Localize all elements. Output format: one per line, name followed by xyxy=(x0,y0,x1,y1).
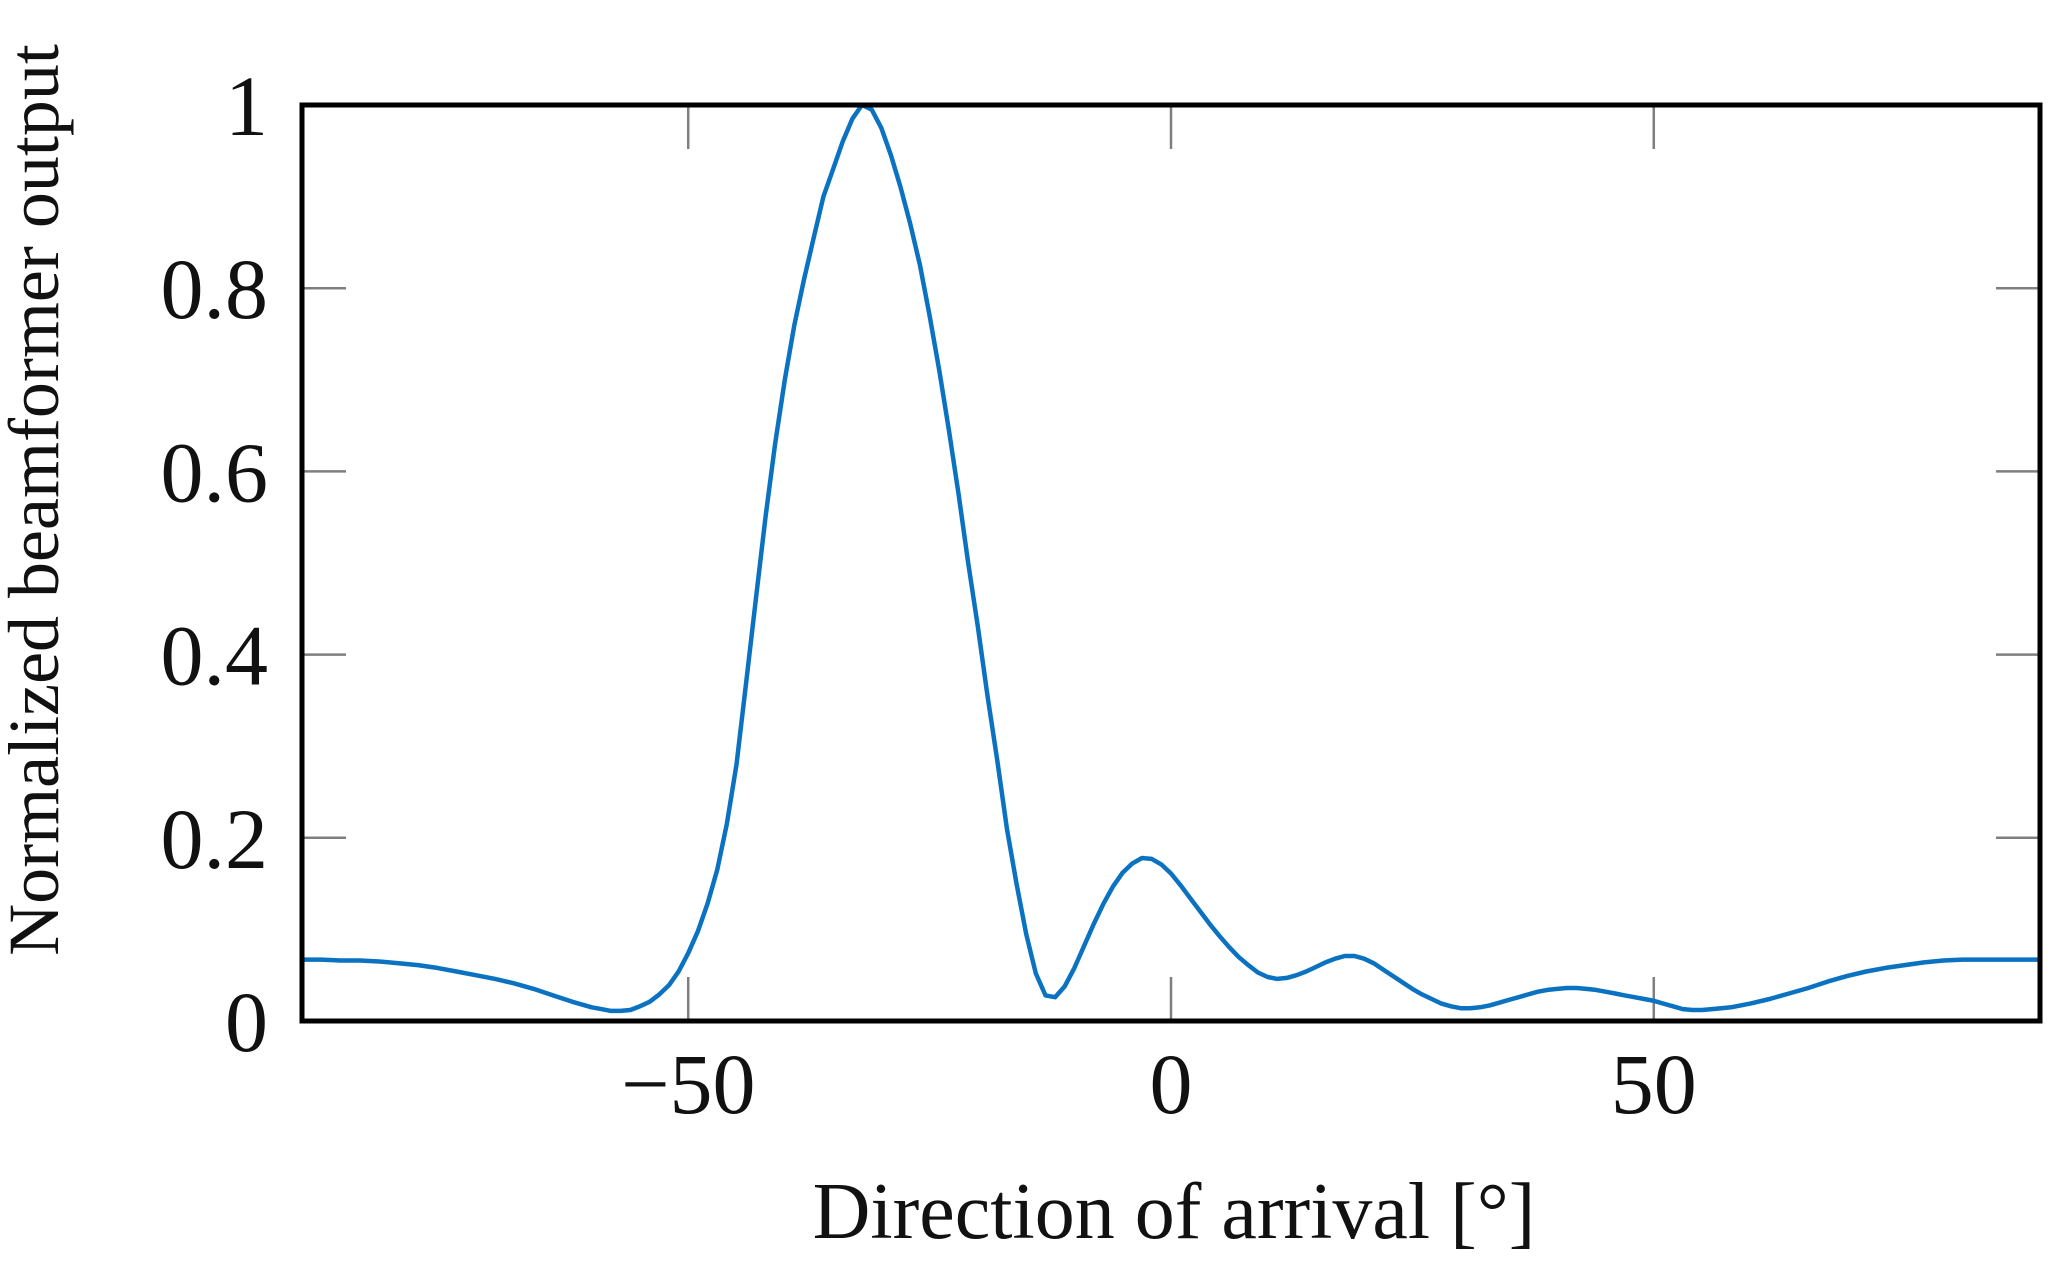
y-tick-label: 0.4 xyxy=(161,608,269,704)
x-tick-label: 0 xyxy=(1150,1036,1193,1132)
y-tick-label: 0.8 xyxy=(161,241,269,337)
y-axis-label: Normalized beamformer output xyxy=(0,44,74,956)
x-axis-label: Direction of arrival [°] xyxy=(813,1168,1536,1256)
x-tick-label: 50 xyxy=(1611,1036,1697,1132)
tick-marks xyxy=(302,105,2040,1021)
x-tick-label: −50 xyxy=(621,1036,756,1132)
y-tick-label: 0 xyxy=(225,974,268,1070)
y-tick-label: 0.2 xyxy=(161,791,269,887)
beampattern-curve xyxy=(299,102,2043,1014)
y-tick-label: 1 xyxy=(225,58,268,154)
plot-frame xyxy=(299,102,2043,1024)
tick-label-group: −50 0 50 1 0.8 0.6 0.4 0.2 0 xyxy=(161,58,1697,1132)
y-tick-label: 0.6 xyxy=(161,424,269,520)
curve-group xyxy=(299,102,2043,1014)
